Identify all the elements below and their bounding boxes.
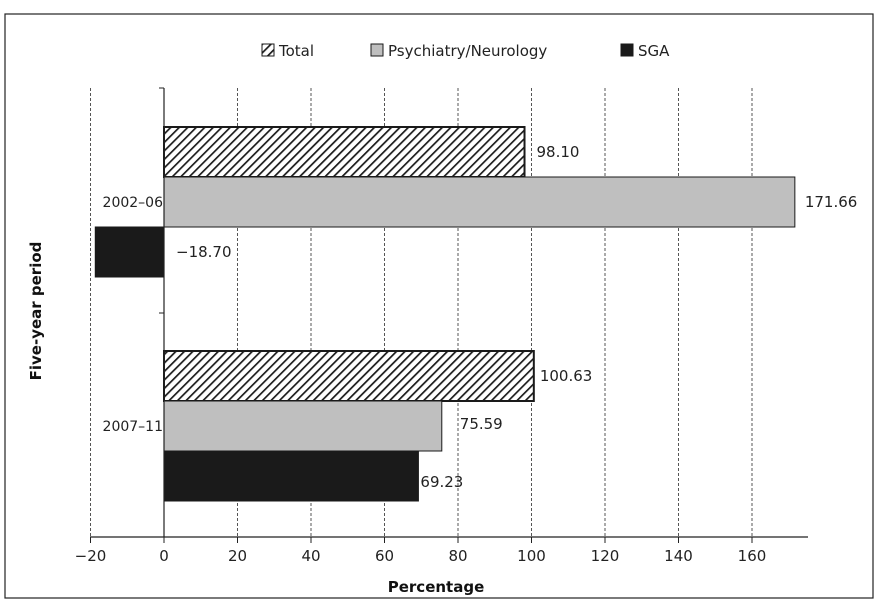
axes: −20 0 20 40 60 80 100 120 140 160 [75,87,808,565]
bar-psychiatry-neurology-2 [163,400,443,452]
bar-total-2 [163,350,535,402]
x-axis-title: Percentage [388,578,485,596]
x-tick-label: 40 [301,547,320,565]
legend-swatch-total [261,43,275,57]
legend-swatch-sga [620,43,634,57]
x-tick-label: 60 [375,547,394,565]
category-label: 2002–06 [103,195,164,211]
bars [94,126,796,502]
x-tick-label: 160 [738,547,767,565]
x-tick-label: 80 [448,547,467,565]
data-label: 75.59 [460,415,503,433]
x-tick-label: 100 [517,547,546,565]
legend-label: Psychiatry/Neurology [388,42,547,60]
category-label: 2007–11 [103,419,163,435]
chart-border [4,13,874,599]
y-axis-title: Five-year period [27,242,45,381]
value-labels: 98.10 171.66 −18.70 2002–06 100.63 75.59 69.23… [103,143,858,491]
legend: Total Psychiatry/Neurology SGA [261,42,670,60]
data-label: 100.63 [540,367,593,385]
x-tick-label: 0 [159,547,169,565]
bar-total-1 [163,126,526,178]
x-tick-label: 140 [664,547,693,565]
data-label: 69.23 [420,473,463,491]
bar-psychiatry-neurology-1 [163,176,796,228]
data-label: 171.66 [805,193,858,211]
bar-sga-1 [94,226,165,278]
x-tick-label: −20 [75,547,107,565]
legend-swatch-psychiatry-neurology [370,43,384,57]
data-label: −18.70 [176,243,232,261]
legend-label: Total [278,42,314,60]
x-tick-label: 20 [228,547,247,565]
data-label: 98.10 [537,143,580,161]
bar-sga-2 [163,450,419,502]
x-tick-label: 120 [591,547,620,565]
legend-label: SGA [638,42,670,60]
